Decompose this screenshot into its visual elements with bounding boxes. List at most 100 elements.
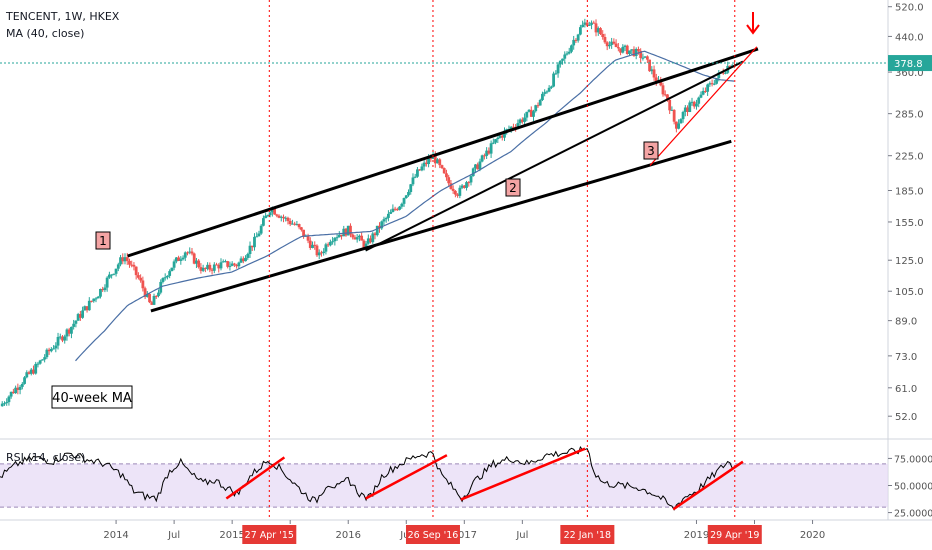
candle-body[interactable] — [362, 240, 366, 248]
candle-body[interactable] — [686, 107, 689, 112]
candle-body[interactable] — [145, 293, 149, 297]
candle-body[interactable] — [81, 310, 84, 318]
candle-body[interactable] — [114, 268, 118, 274]
candle-body[interactable] — [500, 135, 504, 138]
candle-body[interactable] — [483, 155, 486, 157]
candle-body[interactable] — [451, 188, 455, 191]
candle-body[interactable] — [230, 263, 234, 266]
candle-body[interactable] — [529, 109, 533, 117]
candle-body[interactable] — [413, 176, 417, 178]
candle-body[interactable] — [335, 237, 339, 239]
candle-body[interactable] — [232, 263, 236, 265]
candle-body[interactable] — [645, 56, 649, 60]
candle-body[interactable] — [583, 22, 587, 25]
candle-body[interactable] — [224, 261, 227, 263]
candle-body[interactable] — [315, 245, 319, 256]
candle-body[interactable] — [402, 198, 406, 204]
candle-body[interactable] — [585, 22, 589, 26]
candle-body[interactable] — [121, 257, 125, 262]
candle-body[interactable] — [181, 257, 185, 260]
candle-body[interactable] — [552, 73, 556, 87]
candle-body[interactable] — [666, 94, 669, 100]
candle-body[interactable] — [45, 349, 49, 358]
candle-body[interactable] — [110, 274, 114, 276]
candle-body[interactable] — [168, 271, 172, 276]
candle-body[interactable] — [101, 288, 105, 291]
candle-body[interactable] — [681, 111, 685, 120]
candle-body[interactable] — [697, 97, 701, 104]
candle-body[interactable] — [458, 187, 462, 196]
candle-body[interactable] — [27, 372, 31, 374]
candle-body[interactable] — [154, 295, 158, 297]
candle-body[interactable] — [190, 251, 194, 254]
candle-body[interactable] — [212, 264, 216, 271]
candle-body[interactable] — [393, 208, 397, 210]
candle-body[interactable] — [366, 238, 370, 244]
candle-body[interactable] — [409, 184, 413, 193]
candle-body[interactable] — [273, 208, 276, 215]
candle-body[interactable] — [407, 192, 410, 196]
candle-body[interactable] — [436, 159, 439, 164]
candle-body[interactable] — [346, 225, 350, 236]
candle-body[interactable] — [532, 111, 535, 117]
candle-body[interactable] — [5, 402, 9, 404]
candle-body[interactable] — [639, 50, 643, 58]
candle-body[interactable] — [567, 51, 571, 54]
candle-body[interactable] — [485, 150, 489, 156]
candle-body[interactable] — [357, 235, 361, 238]
candle-body[interactable] — [141, 280, 145, 289]
candle-body[interactable] — [248, 245, 252, 255]
trendline-channel-lower[interactable] — [150, 139, 732, 313]
candle-body[interactable] — [313, 244, 317, 246]
candle-body[interactable] — [375, 225, 379, 236]
candle-body[interactable] — [56, 336, 60, 346]
candle-body[interactable] — [217, 264, 221, 269]
candle-body[interactable] — [518, 119, 522, 124]
candle-body[interactable] — [47, 349, 51, 352]
candle-body[interactable] — [288, 220, 292, 225]
candle-body[interactable] — [427, 158, 430, 165]
candle-body[interactable] — [503, 130, 506, 138]
candle-body[interactable] — [565, 53, 569, 55]
candle-body[interactable] — [170, 267, 174, 272]
candle-body[interactable] — [183, 252, 187, 258]
candle-body[interactable] — [442, 168, 446, 174]
candle-body[interactable] — [670, 109, 674, 111]
candle-body[interactable] — [137, 275, 140, 278]
candle-body[interactable] — [259, 225, 263, 234]
candle-body[interactable] — [41, 359, 44, 361]
candle-body[interactable] — [78, 314, 82, 318]
candle-body[interactable] — [130, 264, 134, 266]
candle-body[interactable] — [333, 238, 337, 242]
candle-body[interactable] — [498, 135, 502, 138]
candle-body[interactable] — [235, 264, 239, 267]
candle-body[interactable] — [215, 264, 218, 266]
candle-body[interactable] — [683, 107, 687, 112]
candle-body[interactable] — [195, 260, 198, 264]
candle-body[interactable] — [534, 105, 538, 112]
candle-body[interactable] — [250, 245, 254, 248]
candle-body[interactable] — [547, 87, 551, 92]
candle-body[interactable] — [724, 72, 727, 74]
candle-body[interactable] — [648, 59, 651, 72]
candle-body[interactable] — [262, 218, 265, 226]
candle-body[interactable] — [94, 298, 98, 300]
candle-body[interactable] — [83, 306, 87, 311]
candle-body[interactable] — [253, 236, 256, 248]
candle-body[interactable] — [536, 105, 540, 107]
candle-body[interactable] — [328, 241, 332, 246]
candle-body[interactable] — [125, 257, 129, 261]
candle-body[interactable] — [105, 277, 109, 288]
candle-body[interactable] — [701, 90, 705, 95]
candle-body[interactable] — [616, 47, 620, 49]
candle-body[interactable] — [221, 261, 225, 263]
candle-body[interactable] — [438, 159, 442, 166]
candle-body[interactable] — [311, 244, 314, 248]
candle-body[interactable] — [257, 233, 261, 237]
candle-body[interactable] — [199, 267, 203, 271]
candle-body[interactable] — [416, 169, 419, 177]
candle-body[interactable] — [90, 300, 93, 302]
candle-body[interactable] — [203, 267, 207, 269]
rsi-rsi-line-3[interactable] — [460, 447, 586, 501]
